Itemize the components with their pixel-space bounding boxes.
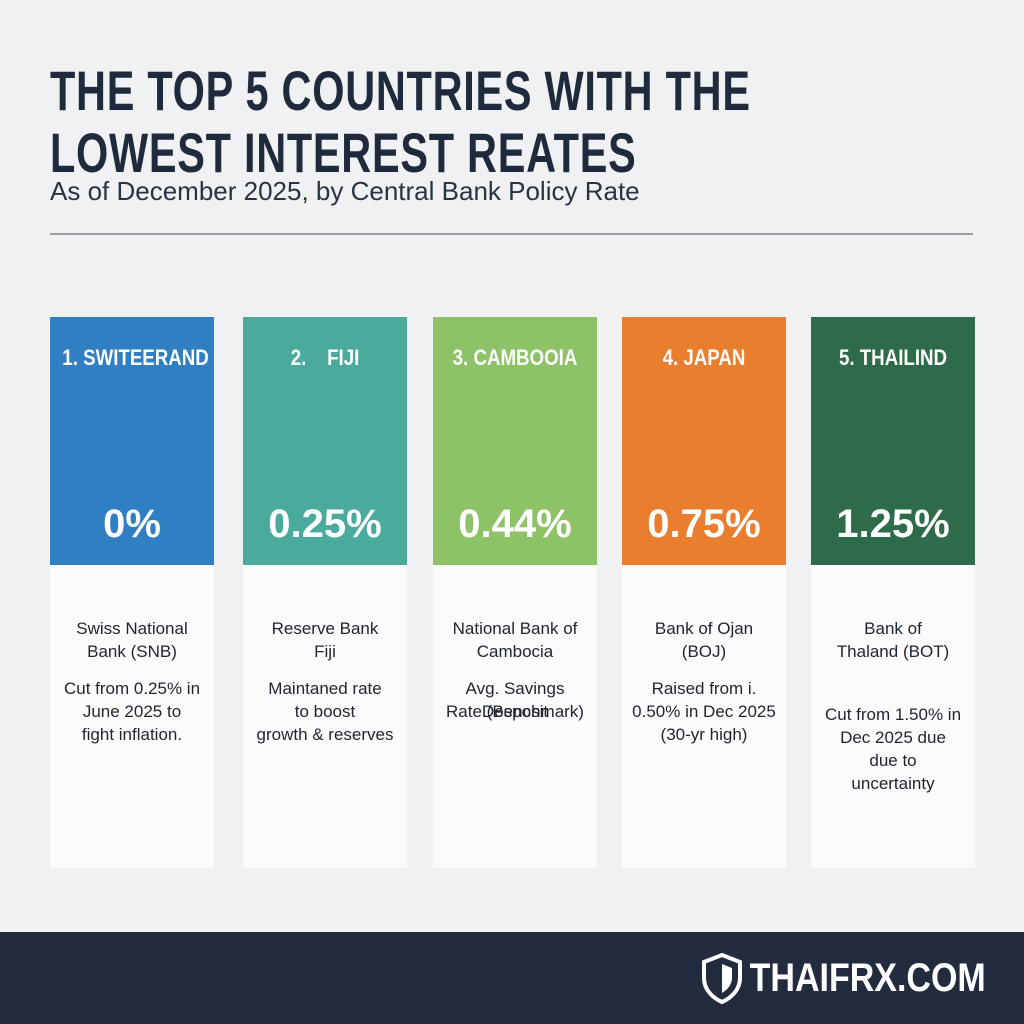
bank-name: Reserve Bank xyxy=(271,619,379,638)
card-header: 1. SWITEERAND 0% xyxy=(50,317,214,565)
bank-name: National Bank of xyxy=(452,619,578,638)
card-header: 3. CAMBOOIA 0.44% xyxy=(433,317,597,565)
bank-name: Bank (SNB) xyxy=(87,642,177,661)
card: 3. CAMBOOIA 0.44% National Bank of Cambocia… xyxy=(433,317,597,868)
card: 5. THAILIND 1.25% Bank of Thaland (BOT) Cut … xyxy=(811,317,975,868)
subtitle: As of December 2025, by Central Bank Pol… xyxy=(50,176,640,206)
rate-value: 0% xyxy=(103,502,161,546)
title: THE TOP 5 COUNTRIES WITH THE xyxy=(50,59,751,122)
card-header: 4. JAPAN 0.75% xyxy=(622,317,786,565)
card-header: 2. FIJI 0.25% xyxy=(243,317,407,565)
logo-icon xyxy=(702,952,742,1004)
note: 0.50% in Dec 2025 xyxy=(632,702,776,721)
brand: THAIFRX.COM xyxy=(749,956,986,1000)
bank-name: (BOJ) xyxy=(681,642,727,661)
note: fight inflation. xyxy=(81,725,183,744)
rate-value: 0.75% xyxy=(647,502,761,546)
country-label: 3. CAMBOOIA xyxy=(452,345,578,370)
note: to boost xyxy=(294,702,356,721)
rate-value: 1.25% xyxy=(836,502,950,546)
note: Cut from 0.25% in xyxy=(63,679,201,698)
country-label: 1. SWITEERAND xyxy=(62,345,209,370)
note: Raised from i. xyxy=(651,679,757,698)
card: 2. FIJI 0.25% Reserve Bank Fiji Maintaned ra… xyxy=(243,317,407,868)
divider xyxy=(50,233,973,235)
bank-name: Fiji xyxy=(314,642,336,661)
title: LOWEST INTEREST REATES xyxy=(50,121,637,184)
note: Avg. Savings Desposit xyxy=(465,679,565,721)
note: Rate (Benchmark) xyxy=(446,702,584,721)
country-label: 4. JAPAN xyxy=(662,345,746,370)
bank-name: Cambocia xyxy=(476,642,554,661)
card: 4. JAPAN 0.75% Bank of Ojan (BOJ) Raised fro… xyxy=(622,317,786,868)
note: Maintaned rate xyxy=(268,679,382,698)
rate-value: 0.25% xyxy=(268,502,382,546)
country-label: 2. FIJI xyxy=(290,345,360,370)
rate-value: 0.44% xyxy=(458,502,572,546)
note: Dec 2025 due xyxy=(840,728,946,747)
note: June 2025 to xyxy=(82,702,182,721)
note: (30-yr high) xyxy=(660,725,748,744)
card: 1. SWITEERAND 0% Swiss National Bank (SNB) C… xyxy=(50,317,214,868)
bank-name: Bank of Ojan xyxy=(654,619,754,638)
country-label: 5. THAILIND xyxy=(838,345,948,370)
footer: THAIFRX.COM xyxy=(0,932,1024,1024)
note: due to xyxy=(869,751,917,770)
card-header: 5. THAILIND 1.25% xyxy=(811,317,975,565)
note: uncertainty xyxy=(851,774,935,793)
bank-name: Bank of xyxy=(864,619,922,638)
note: Cut from 1.50% in xyxy=(824,705,962,724)
bank-name: Thaland (BOT) xyxy=(836,642,950,661)
bank-name: Swiss National xyxy=(76,619,188,638)
note: growth & reserves xyxy=(256,725,394,744)
